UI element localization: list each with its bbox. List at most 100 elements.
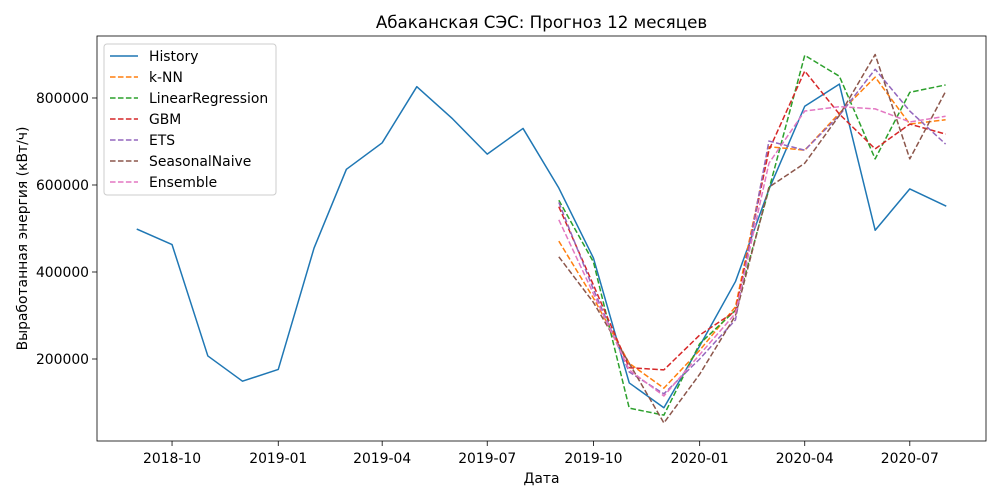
data-point-ensemble bbox=[662, 394, 666, 398]
data-point-gbm bbox=[662, 368, 666, 372]
legend-label-linearregression: LinearRegression bbox=[149, 91, 268, 107]
data-point-ets bbox=[557, 200, 561, 204]
data-point-k-nn bbox=[873, 75, 877, 79]
y-tick-label: 200000 bbox=[36, 352, 89, 368]
data-point-seasonalnaive bbox=[591, 300, 595, 304]
x-tick-label: 2020-07 bbox=[881, 451, 939, 467]
data-point-ets bbox=[873, 67, 877, 71]
data-point-history bbox=[276, 367, 280, 371]
data-point-linearregression bbox=[837, 74, 841, 78]
data-point-ensemble bbox=[944, 114, 948, 118]
data-point-history bbox=[380, 141, 384, 145]
data-point-ensemble bbox=[733, 311, 737, 315]
legend-box bbox=[103, 43, 277, 196]
data-point-gbm bbox=[944, 132, 948, 136]
series-history bbox=[135, 82, 948, 410]
legend-label-k-nn: k-NN bbox=[149, 70, 183, 86]
legend-label-gbm: GBM bbox=[149, 112, 181, 128]
x-tick-label: 2020-04 bbox=[776, 451, 834, 467]
data-point-linearregression bbox=[627, 406, 631, 410]
x-tick-label: 2018-10 bbox=[143, 451, 201, 467]
data-point-history bbox=[312, 246, 316, 250]
x-tick-label: 2019-10 bbox=[564, 451, 622, 467]
data-point-seasonalnaive bbox=[698, 372, 702, 376]
y-tick-label: 600000 bbox=[36, 178, 89, 194]
x-axis-ticks: 2018-10 2019-01 2019-04 2019-07 2019-10 2020-… bbox=[143, 441, 939, 467]
data-point-k-nn bbox=[557, 239, 561, 243]
data-point-history bbox=[908, 187, 912, 191]
data-point-gbm bbox=[873, 147, 877, 151]
data-point-seasonalnaive bbox=[908, 157, 912, 161]
data-point-ensemble bbox=[908, 120, 912, 124]
series-line-ensemble bbox=[558, 105, 946, 397]
data-point-ets bbox=[803, 148, 807, 152]
data-point-history bbox=[944, 204, 948, 208]
data-point-history bbox=[344, 167, 348, 171]
data-point-seasonalnaive bbox=[944, 89, 948, 93]
data-point-linearregression bbox=[944, 83, 948, 87]
data-point-history bbox=[135, 227, 139, 231]
data-point-ensemble bbox=[698, 353, 702, 357]
data-point-ets bbox=[698, 357, 702, 361]
data-point-history bbox=[206, 354, 210, 358]
data-point-seasonalnaive bbox=[803, 161, 807, 165]
data-point-ensemble bbox=[627, 368, 631, 372]
data-point-history bbox=[733, 280, 737, 284]
axes-frame bbox=[96, 35, 987, 442]
data-point-history bbox=[662, 406, 666, 410]
data-point-history bbox=[451, 117, 455, 121]
data-point-seasonalnaive bbox=[873, 52, 877, 56]
y-axis-ticks: 200000 400000 600000 800000 bbox=[36, 91, 97, 368]
series-seasonalnaive bbox=[557, 52, 948, 425]
data-point-gbm bbox=[803, 69, 807, 73]
data-point-ensemble bbox=[767, 161, 771, 165]
data-point-ensemble bbox=[591, 292, 595, 296]
data-point-seasonalnaive bbox=[627, 361, 631, 365]
data-point-ensemble bbox=[803, 109, 807, 113]
data-point-seasonalnaive bbox=[662, 421, 666, 425]
data-point-gbm bbox=[698, 333, 702, 337]
data-point-ensemble bbox=[873, 107, 877, 111]
plot-lines bbox=[135, 52, 948, 425]
data-point-linearregression bbox=[873, 157, 877, 161]
x-axis-label: Дата bbox=[524, 471, 560, 487]
data-point-k-nn bbox=[662, 386, 666, 390]
data-point-ets bbox=[767, 139, 771, 143]
data-point-ets bbox=[908, 109, 912, 113]
x-tick-label: 2020-01 bbox=[671, 451, 729, 467]
data-point-history bbox=[627, 381, 631, 385]
legend: History k-NN LinearRegression GBM ETS Seasona… bbox=[103, 43, 277, 196]
data-point-seasonalnaive bbox=[557, 255, 561, 259]
x-tick-label: 2019-04 bbox=[353, 451, 411, 467]
data-point-history bbox=[873, 228, 877, 232]
data-point-k-nn bbox=[944, 118, 948, 122]
x-tick-label: 2019-01 bbox=[249, 451, 307, 467]
y-tick-label: 400000 bbox=[36, 265, 89, 281]
data-point-ets bbox=[591, 287, 595, 291]
data-point-ensemble bbox=[837, 105, 841, 109]
legend-label-history: History bbox=[149, 49, 198, 65]
data-point-ensemble bbox=[557, 218, 561, 222]
x-tick-label: 2019-07 bbox=[458, 451, 516, 467]
data-point-linearregression bbox=[591, 260, 595, 264]
data-point-history bbox=[837, 82, 841, 86]
series-line-seasonalnaive bbox=[558, 53, 947, 424]
data-point-linearregression bbox=[662, 413, 666, 417]
legend-label-ets: ETS bbox=[149, 133, 175, 149]
data-point-history bbox=[240, 379, 244, 383]
data-point-seasonalnaive bbox=[767, 185, 771, 189]
legend-label-seasonalnaive: SeasonalNaive bbox=[149, 154, 251, 170]
data-point-history bbox=[170, 243, 174, 247]
data-point-linearregression bbox=[908, 90, 912, 94]
y-tick-label: 800000 bbox=[36, 91, 89, 107]
data-point-linearregression bbox=[803, 53, 807, 57]
series-line-history bbox=[136, 83, 947, 409]
data-point-k-nn bbox=[698, 348, 702, 352]
series-ensemble bbox=[557, 105, 948, 398]
data-point-history bbox=[803, 104, 807, 108]
data-point-history bbox=[485, 152, 489, 156]
data-point-linearregression bbox=[698, 342, 702, 346]
legend-label-ensemble: Ensemble bbox=[149, 175, 217, 191]
data-point-history bbox=[415, 85, 419, 89]
